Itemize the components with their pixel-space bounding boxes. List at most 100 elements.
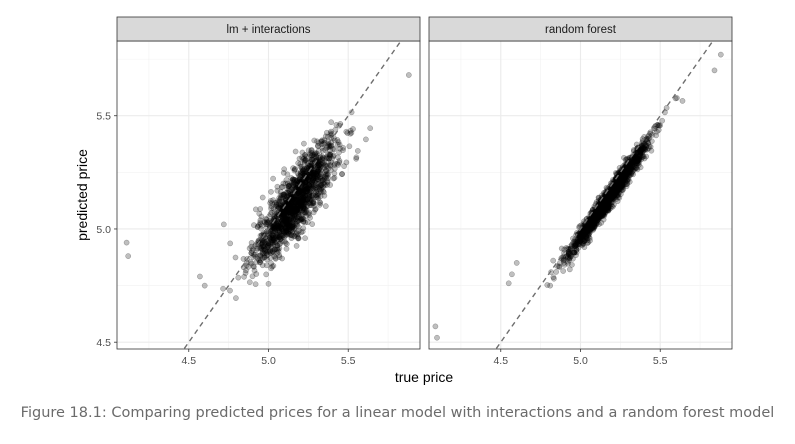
data-point <box>305 191 312 198</box>
data-point <box>319 157 326 163</box>
data-point <box>286 209 293 216</box>
data-point <box>275 220 282 227</box>
data-point <box>315 177 322 184</box>
data-point <box>298 195 304 202</box>
data-point <box>327 162 334 168</box>
data-point <box>289 184 296 191</box>
data-point <box>289 194 296 201</box>
data-point <box>290 182 297 189</box>
data-point <box>297 186 304 193</box>
data-point <box>297 201 303 208</box>
data-point <box>290 210 296 217</box>
data-point <box>273 199 280 206</box>
data-point <box>303 204 310 210</box>
data-point <box>271 226 278 233</box>
data-point <box>270 228 277 235</box>
data-point <box>284 209 290 216</box>
data-point <box>279 212 286 219</box>
data-point <box>276 195 282 202</box>
data-point <box>285 222 292 228</box>
data-point-outlier <box>220 221 227 228</box>
data-point <box>302 186 308 193</box>
data-point <box>272 255 279 262</box>
data-point <box>294 197 300 204</box>
data-point <box>274 233 281 239</box>
data-point <box>277 240 283 247</box>
data-point <box>266 213 273 220</box>
data-point <box>296 209 302 216</box>
data-point <box>284 209 290 215</box>
data-point <box>279 213 286 220</box>
data-point <box>307 199 314 206</box>
data-point <box>290 223 297 229</box>
data-point <box>315 191 321 198</box>
data-point <box>299 228 306 235</box>
data-point <box>295 234 302 241</box>
data-point <box>258 241 265 247</box>
data-point <box>294 233 301 239</box>
data-point <box>287 202 294 209</box>
data-point <box>313 175 320 182</box>
data-point <box>300 204 306 211</box>
data-point <box>305 177 311 183</box>
data-point <box>275 222 282 229</box>
data-point <box>297 217 304 224</box>
data-point <box>315 166 322 173</box>
data-point <box>291 194 297 201</box>
data-point <box>291 211 298 218</box>
data-point <box>303 183 310 190</box>
data-point <box>308 185 315 192</box>
data-point <box>302 188 308 194</box>
data-point <box>288 186 295 193</box>
data-point-outlier <box>197 273 203 280</box>
data-point <box>235 274 242 281</box>
data-point <box>283 229 290 235</box>
data-point <box>289 224 295 230</box>
data-point <box>280 215 286 222</box>
data-point <box>297 199 303 206</box>
data-point <box>286 224 293 231</box>
data-point <box>307 177 313 184</box>
data-point <box>283 225 289 232</box>
data-point <box>289 232 296 239</box>
data-point <box>353 154 360 161</box>
data-point <box>304 196 311 203</box>
data-point <box>270 249 277 256</box>
data-point <box>282 217 289 224</box>
data-point <box>276 204 282 211</box>
data-point <box>284 207 291 214</box>
data-point <box>267 200 274 206</box>
data-point <box>314 168 321 174</box>
data-point <box>277 235 284 241</box>
data-point <box>280 221 287 228</box>
data-point <box>285 226 292 232</box>
data-point <box>294 201 301 207</box>
data-point <box>300 167 307 174</box>
data-point <box>284 201 291 207</box>
data-point <box>261 252 267 259</box>
data-point <box>271 246 277 253</box>
data-point <box>300 191 306 197</box>
data-point <box>310 169 317 176</box>
data-point <box>314 168 321 175</box>
data-point <box>310 151 317 158</box>
data-point <box>261 254 267 261</box>
data-point <box>246 279 253 286</box>
data-point <box>267 255 274 261</box>
data-point <box>326 155 332 162</box>
data-point <box>616 179 623 185</box>
data-point <box>302 157 308 164</box>
data-point <box>315 162 322 169</box>
data-point <box>310 169 317 176</box>
data-point <box>290 189 296 196</box>
data-point <box>274 222 281 229</box>
data-point <box>347 127 354 134</box>
data-point <box>302 193 308 199</box>
data-point <box>290 182 297 188</box>
data-point <box>297 203 304 209</box>
data-point <box>271 237 277 244</box>
data-point <box>290 196 297 202</box>
data-point <box>314 162 321 169</box>
data-point <box>269 200 275 207</box>
data-point <box>322 173 329 180</box>
